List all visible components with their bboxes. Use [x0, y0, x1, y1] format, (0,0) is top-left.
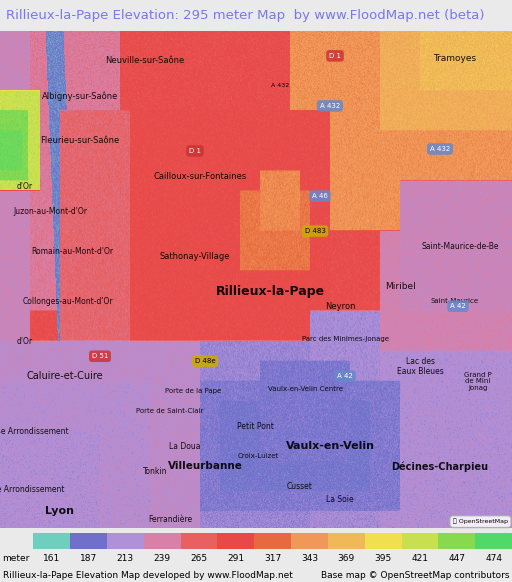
- Bar: [33, 533, 70, 549]
- Text: Neyron: Neyron: [325, 301, 355, 311]
- Text: Rillieux-la-Pape Elevation: 295 meter Map  by www.FloodMap.net (beta): Rillieux-la-Pape Elevation: 295 meter Ma…: [6, 9, 485, 22]
- Bar: [181, 533, 218, 549]
- Text: Albigny-sur-Saône: Albigny-sur-Saône: [42, 91, 118, 101]
- Text: A 46: A 46: [312, 193, 328, 199]
- Text: Décines-Charpieu: Décines-Charpieu: [392, 461, 488, 471]
- Text: Caluire-et-Cuire: Caluire-et-Cuire: [27, 371, 103, 381]
- Text: 447: 447: [449, 554, 465, 563]
- Text: 213: 213: [117, 554, 134, 563]
- Text: 265: 265: [190, 554, 207, 563]
- Bar: [365, 533, 401, 549]
- Text: Porte de Saint-Clair: Porte de Saint-Clair: [136, 409, 204, 414]
- Text: Cusset: Cusset: [287, 482, 313, 491]
- Text: Vaulx-en-Velin: Vaulx-en-Velin: [286, 441, 374, 452]
- Text: Lac des
Eaux Bleues: Lac des Eaux Bleues: [397, 357, 443, 375]
- Bar: [218, 533, 254, 549]
- Bar: [107, 533, 144, 549]
- Text: Saint-Maurice-de-Be: Saint-Maurice-de-Be: [421, 242, 499, 251]
- Text: 369: 369: [338, 554, 355, 563]
- Bar: [475, 533, 512, 549]
- Bar: [401, 533, 438, 549]
- Text: Juzon-au-Mont-d'Or: Juzon-au-Mont-d'Or: [13, 207, 87, 215]
- Text: 🌐 OpenStreetMap: 🌐 OpenStreetMap: [453, 519, 508, 524]
- Text: 421: 421: [412, 554, 429, 563]
- Text: A 432: A 432: [320, 103, 340, 109]
- Text: Tonkin: Tonkin: [143, 467, 167, 476]
- Text: Collonges-au-Mont-d'Or: Collonges-au-Mont-d'Or: [23, 297, 113, 306]
- Text: A 432: A 432: [271, 83, 289, 88]
- Text: Porte de la Pape: Porte de la Pape: [165, 388, 221, 394]
- Text: Base map © OpenStreetMap contributors: Base map © OpenStreetMap contributors: [321, 571, 509, 580]
- Text: Rillieux-la-Pape: Rillieux-la-Pape: [216, 285, 325, 297]
- Text: 161: 161: [43, 554, 60, 563]
- Text: d'Or: d'Or: [17, 182, 33, 190]
- Bar: [438, 533, 475, 549]
- Text: 291: 291: [227, 554, 244, 563]
- Text: La Soie: La Soie: [326, 495, 354, 504]
- Text: 187: 187: [80, 554, 97, 563]
- Text: A 432: A 432: [430, 146, 450, 152]
- Text: Parc des Minimes-Jonage: Parc des Minimes-Jonage: [302, 336, 389, 342]
- Text: d'Or: d'Or: [17, 337, 33, 346]
- Text: 239: 239: [154, 554, 170, 563]
- Text: D 1: D 1: [329, 53, 341, 59]
- Text: 343: 343: [301, 554, 318, 563]
- Bar: [254, 533, 291, 549]
- Bar: [291, 533, 328, 549]
- Text: meter: meter: [3, 554, 30, 563]
- Text: Villeurbanne: Villeurbanne: [167, 462, 243, 471]
- Text: 474: 474: [485, 554, 502, 563]
- Text: Lyon: Lyon: [46, 506, 75, 516]
- Bar: [70, 533, 107, 549]
- Bar: [328, 533, 365, 549]
- Text: Saint-Maurice: Saint-Maurice: [431, 298, 479, 304]
- Text: A 42: A 42: [337, 373, 353, 379]
- Text: Rillieux-la-Pape Elevation Map developed by www.FloodMap.net: Rillieux-la-Pape Elevation Map developed…: [3, 571, 292, 580]
- Text: Neuville-sur-Saône: Neuville-sur-Saône: [105, 56, 185, 65]
- Text: Romain-au-Mont-d'Or: Romain-au-Mont-d'Or: [31, 247, 113, 255]
- Text: 395: 395: [374, 554, 392, 563]
- Text: Vaulx-en-Velin Centre: Vaulx-en-Velin Centre: [267, 386, 343, 392]
- Text: La Doua: La Doua: [169, 442, 201, 451]
- Text: on 5e Arrondissement: on 5e Arrondissement: [0, 485, 64, 494]
- Text: Tramoyes: Tramoyes: [434, 54, 477, 63]
- Text: 4e Arrondissement: 4e Arrondissement: [0, 427, 68, 436]
- Text: Croix-Luizet: Croix-Luizet: [238, 453, 279, 459]
- Text: A 42: A 42: [450, 303, 466, 309]
- Text: D 483: D 483: [305, 228, 326, 234]
- Text: Cailloux-sur-Fontaines: Cailloux-sur-Fontaines: [154, 172, 247, 180]
- Text: Miribel: Miribel: [385, 282, 415, 290]
- Text: Petit Pont: Petit Pont: [237, 422, 273, 431]
- Text: Ferrandière: Ferrandière: [148, 515, 192, 524]
- Text: 317: 317: [264, 554, 281, 563]
- Text: D 1: D 1: [189, 148, 201, 154]
- Bar: [144, 533, 181, 549]
- Text: D 51: D 51: [92, 353, 108, 359]
- Text: D 48e: D 48e: [195, 359, 216, 364]
- Text: Sathonay-Village: Sathonay-Village: [160, 251, 230, 261]
- Text: Grand P
de Mini
Jonag: Grand P de Mini Jonag: [464, 372, 492, 391]
- Text: Fleurieu-sur-Saône: Fleurieu-sur-Saône: [40, 137, 120, 146]
